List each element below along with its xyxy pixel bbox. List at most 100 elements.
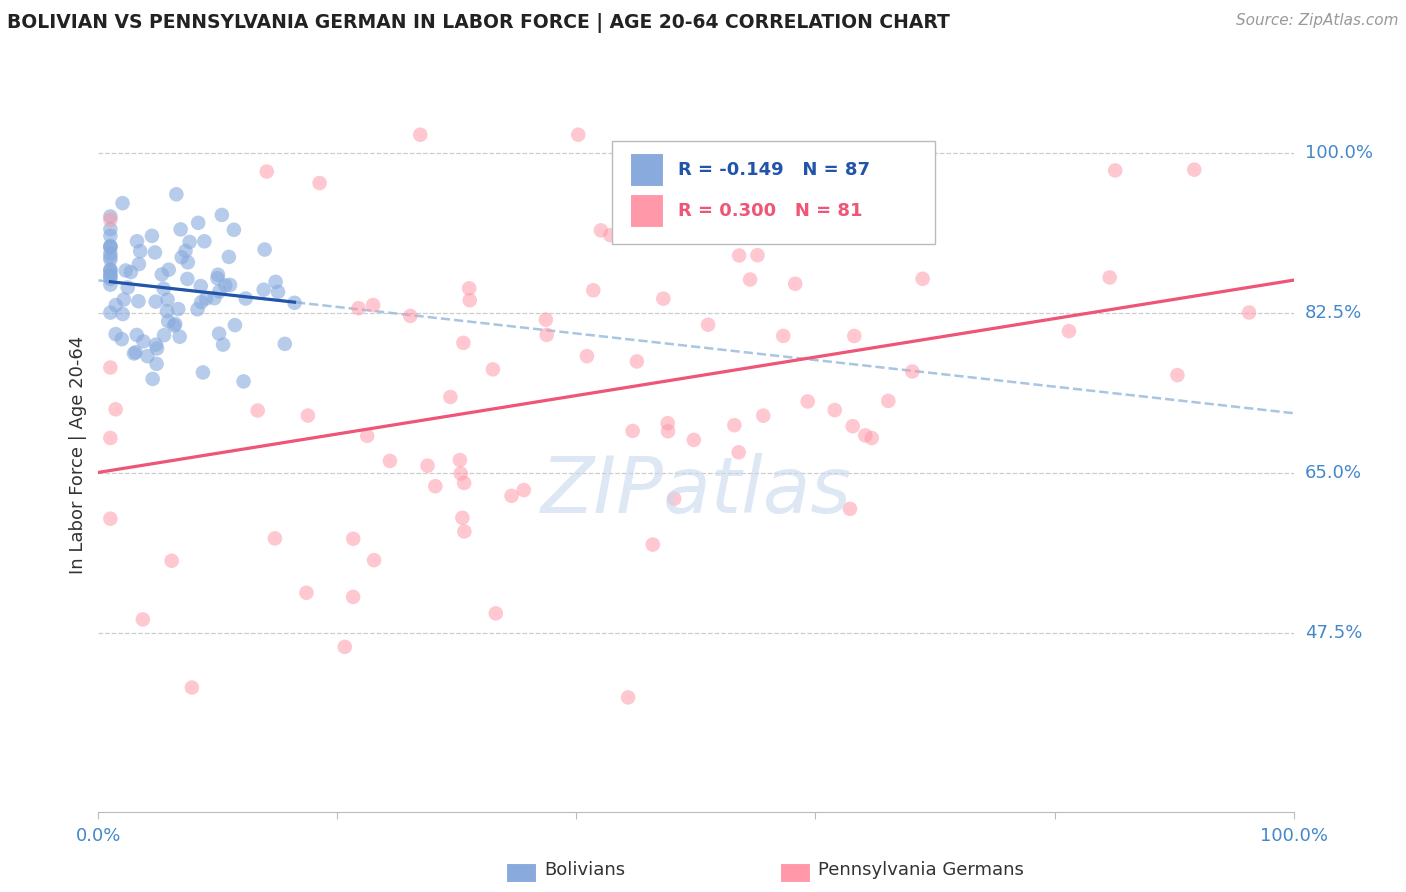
Point — [111, 307, 134, 321]
FancyBboxPatch shape — [612, 141, 935, 244]
Point — [212, 337, 235, 351]
Point — [356, 429, 378, 443]
Point — [485, 607, 508, 621]
Point — [122, 346, 145, 360]
Point — [124, 345, 146, 359]
Point — [98, 263, 122, 277]
Point — [232, 375, 254, 389]
Point — [98, 228, 122, 243]
Point — [222, 223, 245, 237]
Point — [785, 277, 807, 291]
Point — [98, 212, 122, 227]
Point — [211, 208, 233, 222]
Point — [253, 283, 276, 297]
Point — [98, 222, 122, 236]
Point — [617, 690, 640, 705]
Point — [111, 196, 134, 211]
Point — [482, 362, 505, 376]
Point — [98, 246, 122, 260]
Point — [361, 298, 384, 312]
Point — [181, 681, 204, 695]
Point — [129, 244, 152, 259]
Point — [98, 268, 122, 283]
Point — [128, 257, 150, 271]
Point — [333, 640, 356, 654]
Point — [567, 128, 589, 142]
Point — [160, 554, 183, 568]
Point — [193, 235, 215, 249]
Point — [657, 416, 679, 430]
Text: Source: ZipAtlas.com: Source: ZipAtlas.com — [1236, 13, 1399, 29]
Point — [98, 360, 122, 375]
Text: R = 0.300   N = 81: R = 0.300 N = 81 — [678, 202, 862, 219]
Point — [727, 445, 749, 459]
FancyBboxPatch shape — [630, 194, 664, 228]
Point — [297, 409, 319, 423]
Point — [682, 433, 704, 447]
Point — [195, 292, 218, 306]
Point — [752, 409, 775, 423]
Point — [127, 294, 149, 309]
Text: ZIPatlas: ZIPatlas — [540, 452, 852, 529]
Y-axis label: In Labor Force | Age 20-64: In Labor Force | Age 20-64 — [69, 335, 87, 574]
Point — [214, 278, 236, 293]
Point — [1166, 368, 1188, 383]
Point — [416, 458, 439, 473]
Text: 65.0%: 65.0% — [1305, 464, 1361, 483]
Point — [120, 265, 142, 279]
Point — [132, 612, 155, 626]
Point — [208, 326, 231, 341]
Point — [342, 590, 364, 604]
Point — [824, 403, 846, 417]
Point — [1104, 163, 1126, 178]
Point — [274, 337, 297, 351]
Point — [111, 332, 134, 346]
Point — [621, 424, 644, 438]
Point — [145, 357, 167, 371]
Point — [98, 277, 122, 292]
Point — [218, 250, 240, 264]
Point — [191, 366, 214, 380]
Point — [98, 269, 122, 284]
Point — [132, 334, 155, 349]
Point — [143, 245, 166, 260]
Point — [536, 327, 558, 342]
Point — [841, 419, 863, 434]
Point — [283, 295, 305, 310]
Point — [117, 280, 139, 294]
Point — [246, 403, 269, 417]
Point — [342, 532, 364, 546]
Point — [793, 176, 815, 190]
Point — [295, 586, 318, 600]
Point — [853, 428, 876, 442]
Point — [146, 342, 169, 356]
Point — [98, 272, 122, 286]
Point — [98, 431, 122, 445]
Point — [190, 279, 212, 293]
Point — [425, 479, 447, 493]
Point — [98, 265, 122, 279]
Text: Pennsylvania Germans: Pennsylvania Germans — [818, 861, 1024, 879]
Point — [1098, 270, 1121, 285]
Point — [165, 187, 187, 202]
Point — [264, 532, 287, 546]
Text: BOLIVIAN VS PENNSYLVANIA GERMAN IN LABOR FORCE | AGE 20-64 CORRELATION CHART: BOLIVIAN VS PENNSYLVANIA GERMAN IN LABOR… — [7, 13, 950, 33]
Point — [114, 263, 136, 277]
Point — [641, 537, 664, 551]
Point — [513, 483, 536, 497]
Point — [363, 553, 385, 567]
Point — [796, 394, 818, 409]
Point — [308, 176, 330, 190]
Point — [136, 349, 159, 363]
Point — [256, 164, 278, 178]
Point — [204, 291, 226, 305]
Point — [738, 272, 761, 286]
Point — [253, 243, 276, 257]
Point — [145, 337, 167, 351]
Point — [664, 491, 686, 506]
Point — [98, 210, 122, 224]
Point — [747, 248, 769, 262]
Point — [652, 292, 675, 306]
Point — [911, 272, 934, 286]
Point — [458, 293, 481, 308]
